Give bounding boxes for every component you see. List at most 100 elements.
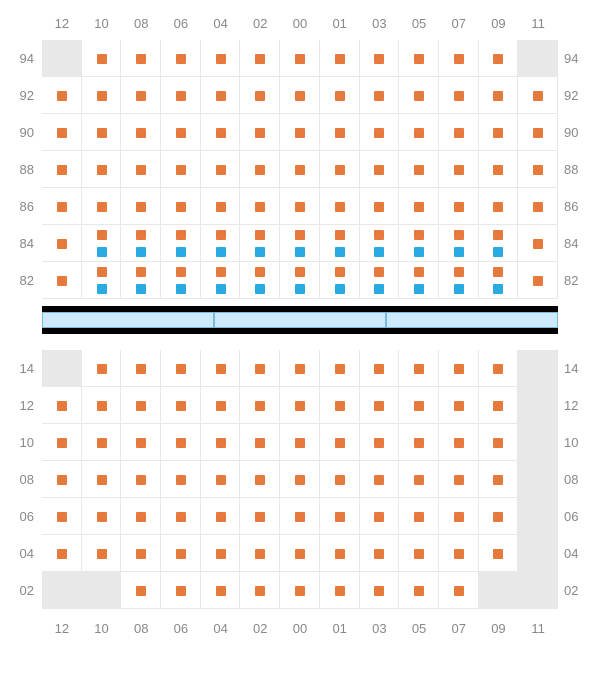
seat-marker-orange: [136, 267, 146, 277]
row-label-right: 02: [564, 583, 588, 598]
seat-marker-orange: [493, 91, 503, 101]
row-label-left: 06: [10, 509, 34, 524]
row-label-right: 94: [564, 51, 588, 66]
seat-cell: [518, 350, 558, 387]
col-label-top: 08: [121, 16, 161, 31]
seat-marker-orange: [216, 54, 226, 64]
seat-marker-blue: [216, 284, 226, 294]
seat-marker-orange: [136, 401, 146, 411]
stage-black-bottom: [42, 328, 558, 334]
seat-marker-orange: [493, 364, 503, 374]
seat-marker-orange: [295, 401, 305, 411]
seat-marker-orange: [454, 475, 464, 485]
seat-marker-blue: [216, 247, 226, 257]
seat-marker-orange: [454, 586, 464, 596]
seat-marker-orange: [136, 512, 146, 522]
col-label-bottom: 05: [399, 621, 439, 636]
seat-marker-orange: [454, 230, 464, 240]
seat-cell: [82, 572, 122, 609]
seat-marker-orange: [493, 475, 503, 485]
seat-marker-orange: [493, 401, 503, 411]
seat-marker-blue: [97, 284, 107, 294]
seat-marker-orange: [57, 202, 67, 212]
seat-marker-orange: [97, 165, 107, 175]
row-label-left: 94: [10, 51, 34, 66]
seat-marker-orange: [335, 364, 345, 374]
seat-cell: [42, 572, 82, 609]
seat-marker-orange: [216, 475, 226, 485]
seat-marker-orange: [57, 549, 67, 559]
seat-marker-orange: [414, 202, 424, 212]
seat-marker-orange: [533, 202, 543, 212]
seat-marker-orange: [335, 128, 345, 138]
seat-marker-blue: [414, 284, 424, 294]
seat-cell: [518, 40, 558, 77]
seat-marker-orange: [295, 165, 305, 175]
seat-marker-orange: [255, 54, 265, 64]
seat-marker-blue: [97, 247, 107, 257]
seat-marker-orange: [335, 549, 345, 559]
seat-marker-orange: [136, 202, 146, 212]
seat-marker-orange: [176, 128, 186, 138]
row-label-right: 04: [564, 546, 588, 561]
seat-marker-orange: [374, 549, 384, 559]
seat-marker-orange: [216, 438, 226, 448]
seat-marker-orange: [414, 438, 424, 448]
seat-marker-orange: [97, 54, 107, 64]
seat-marker-orange: [335, 438, 345, 448]
seat-marker-orange: [255, 165, 265, 175]
seat-cell: [518, 572, 558, 609]
seat-marker-orange: [454, 401, 464, 411]
seat-marker-orange: [255, 91, 265, 101]
seat-marker-orange: [176, 475, 186, 485]
col-label-bottom: 07: [439, 621, 479, 636]
seat-marker-orange: [136, 230, 146, 240]
seat-marker-orange: [335, 165, 345, 175]
seat-marker-blue: [493, 247, 503, 257]
seat-marker-orange: [454, 54, 464, 64]
seat-marker-orange: [176, 202, 186, 212]
seat-marker-orange: [136, 54, 146, 64]
seat-marker-blue: [335, 247, 345, 257]
row-label-left: 04: [10, 546, 34, 561]
seat-marker-orange: [335, 202, 345, 212]
seat-marker-orange: [97, 475, 107, 485]
seat-marker-orange: [295, 586, 305, 596]
row-label-left: 92: [10, 88, 34, 103]
seat-marker-orange: [57, 475, 67, 485]
row-label-left: 88: [10, 162, 34, 177]
stage-segment: [214, 312, 386, 328]
seat-marker-orange: [176, 549, 186, 559]
row-label-right: 90: [564, 125, 588, 140]
seat-marker-orange: [176, 401, 186, 411]
seat-cell: [518, 498, 558, 535]
col-label-top: 02: [240, 16, 280, 31]
seat-marker-orange: [97, 438, 107, 448]
seat-marker-blue: [374, 284, 384, 294]
seat-marker-orange: [335, 54, 345, 64]
seat-marker-orange: [295, 549, 305, 559]
seat-marker-orange: [216, 128, 226, 138]
col-label-bottom: 10: [82, 621, 122, 636]
col-label-top: 11: [518, 16, 558, 31]
seat-marker-blue: [454, 284, 464, 294]
col-label-top: 06: [161, 16, 201, 31]
col-label-top: 10: [82, 16, 122, 31]
seat-marker-orange: [533, 128, 543, 138]
seat-marker-blue: [136, 247, 146, 257]
seat-marker-orange: [295, 475, 305, 485]
seat-marker-blue: [335, 284, 345, 294]
col-label-top: 03: [360, 16, 400, 31]
seat-marker-orange: [216, 267, 226, 277]
col-label-bottom: 02: [240, 621, 280, 636]
seat-marker-orange: [454, 267, 464, 277]
row-label-right: 10: [564, 435, 588, 450]
seat-marker-orange: [414, 54, 424, 64]
seat-marker-orange: [295, 438, 305, 448]
seat-marker-orange: [493, 512, 503, 522]
seat-marker-orange: [97, 230, 107, 240]
seat-marker-orange: [255, 230, 265, 240]
seat-marker-orange: [295, 364, 305, 374]
seat-marker-orange: [176, 230, 186, 240]
seat-marker-orange: [136, 438, 146, 448]
